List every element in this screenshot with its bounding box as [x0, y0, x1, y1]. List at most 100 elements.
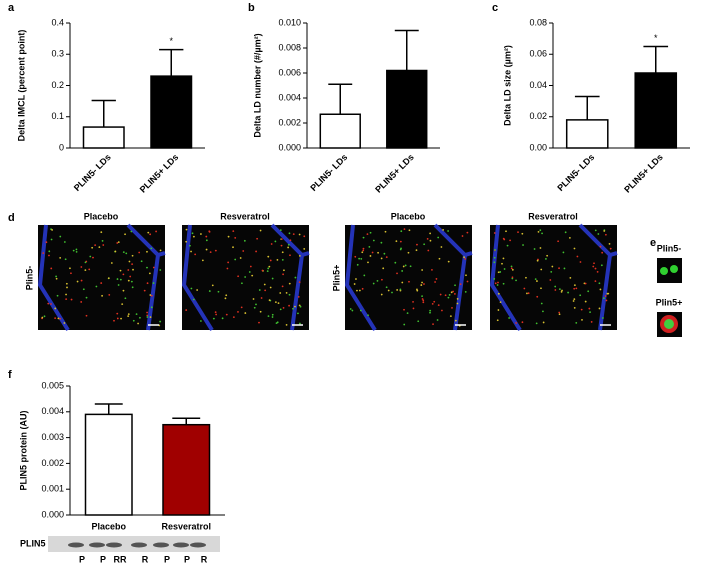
droplet	[267, 255, 270, 258]
droplet	[380, 241, 383, 244]
droplet	[517, 231, 519, 234]
droplet	[525, 276, 527, 279]
droplet	[221, 317, 224, 320]
droplet	[64, 258, 67, 261]
droplet	[279, 229, 282, 232]
droplet	[502, 237, 505, 240]
droplet	[214, 249, 217, 252]
droplet	[75, 250, 78, 253]
droplet	[149, 294, 152, 296]
x-tick-label: PLIN5- LDs	[72, 152, 113, 193]
droplet	[573, 284, 576, 287]
droplet	[260, 297, 263, 299]
droplet	[497, 309, 500, 311]
panel-letter: f	[8, 369, 12, 381]
droplet	[456, 297, 459, 300]
droplet	[208, 230, 211, 233]
droplet	[119, 278, 122, 281]
droplet	[200, 320, 202, 322]
droplet	[539, 229, 542, 232]
column-label: Placebo	[84, 211, 119, 221]
droplet	[190, 250, 192, 253]
droplet	[601, 251, 604, 254]
droplet	[408, 229, 411, 232]
droplet	[407, 251, 410, 254]
droplet	[264, 289, 267, 292]
droplet	[609, 247, 612, 250]
droplet	[261, 269, 264, 272]
droplet	[554, 285, 557, 288]
droplet	[453, 293, 456, 295]
droplet	[515, 322, 518, 324]
y-tick-label: 0.1	[51, 111, 64, 121]
droplet	[127, 315, 130, 318]
droplet	[593, 262, 595, 265]
droplet	[200, 233, 202, 235]
droplet	[594, 280, 597, 283]
droplet	[549, 279, 552, 281]
droplet	[148, 272, 151, 275]
droplet	[385, 256, 388, 259]
droplet	[497, 281, 499, 284]
droplet	[288, 293, 291, 296]
droplet	[211, 284, 214, 287]
droplet	[367, 314, 369, 317]
droplet	[412, 307, 415, 310]
droplet	[545, 258, 547, 260]
droplet	[522, 244, 524, 246]
droplet	[600, 264, 603, 267]
droplet	[444, 294, 447, 297]
droplet	[502, 282, 505, 285]
droplet	[607, 292, 610, 295]
droplet	[400, 230, 403, 233]
droplet	[234, 258, 237, 261]
column-label: Placebo	[391, 211, 426, 221]
droplet	[298, 304, 301, 307]
droplet	[358, 289, 361, 292]
y-tick-label: 0.002	[41, 458, 64, 468]
droplet	[54, 307, 57, 310]
droplet	[277, 302, 280, 305]
droplet	[127, 279, 130, 282]
droplet	[466, 280, 469, 283]
y-tick-label: 0.002	[278, 117, 301, 127]
droplet	[292, 307, 294, 310]
droplet	[417, 320, 420, 323]
droplet	[282, 273, 285, 276]
droplet	[362, 247, 365, 250]
droplet	[84, 261, 87, 264]
droplet	[351, 309, 354, 312]
droplet	[515, 279, 517, 282]
bar	[84, 413, 133, 516]
droplet	[421, 295, 423, 298]
droplet	[69, 267, 71, 270]
droplet	[124, 297, 127, 300]
droplet	[232, 246, 234, 249]
droplet	[494, 249, 496, 251]
droplet	[252, 298, 255, 300]
x-tick-label: PLIN5- LDs	[308, 152, 349, 193]
droplet	[589, 311, 591, 314]
droplet	[149, 316, 152, 319]
droplet	[263, 283, 266, 286]
droplet	[299, 305, 302, 308]
droplet	[140, 260, 143, 263]
droplet	[594, 229, 597, 232]
lane-label: RR	[114, 554, 127, 564]
droplet	[125, 252, 128, 255]
droplet	[415, 249, 418, 252]
droplet	[362, 236, 365, 239]
droplet	[63, 322, 66, 324]
y-tick-label: 0.06	[529, 49, 547, 59]
droplet	[523, 287, 526, 290]
droplet	[294, 276, 297, 279]
droplet	[416, 288, 418, 291]
blot-label: PLIN5	[20, 538, 46, 548]
droplet	[447, 260, 450, 263]
droplet	[100, 231, 103, 234]
droplet	[243, 239, 246, 242]
droplet	[394, 261, 397, 264]
lane-label: R	[201, 554, 208, 564]
droplet	[131, 286, 134, 289]
droplet	[573, 287, 576, 290]
